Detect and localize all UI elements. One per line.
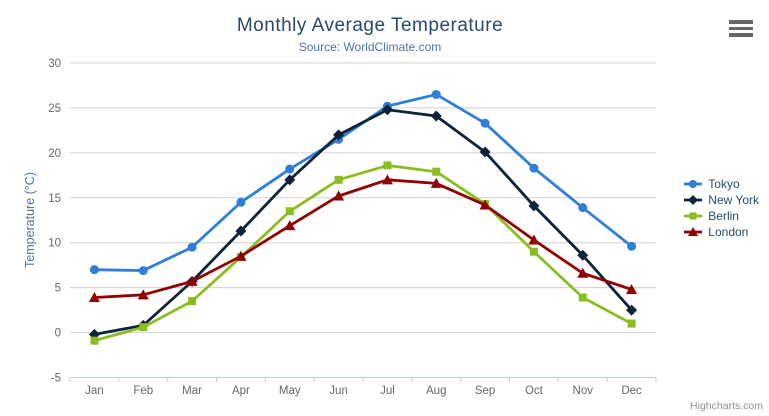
legend-item-tokyo[interactable]: Tokyo	[684, 176, 759, 191]
series-london[interactable]	[88, 174, 638, 303]
series-line[interactable]	[93, 164, 633, 343]
x-axis-label: Mar	[182, 385, 202, 397]
credits-link[interactable]: Highcharts.com	[690, 400, 763, 412]
marker-square[interactable]	[578, 293, 587, 302]
marker-triangle[interactable]	[577, 267, 589, 278]
legend-label: New York	[708, 192, 759, 207]
marker-square[interactable]	[90, 336, 99, 345]
marker-square[interactable]	[432, 167, 441, 176]
marker-triangle[interactable]	[137, 289, 149, 300]
series-tokyo[interactable]	[89, 89, 637, 276]
legend-label: London	[708, 224, 749, 239]
marker-diamond[interactable]	[528, 200, 540, 212]
marker-diamond[interactable]	[381, 104, 393, 116]
x-axis-label: Sep	[475, 385, 495, 397]
y-axis-label: 30	[48, 58, 61, 70]
legend-marker-icon	[684, 194, 703, 205]
marker-square[interactable]	[285, 207, 294, 216]
y-axis-label: -5	[51, 373, 61, 385]
marker-circle[interactable]	[689, 179, 698, 188]
y-axis-label: 0	[55, 328, 61, 340]
x-axis-label: Dec	[621, 385, 642, 397]
marker-triangle[interactable]	[235, 250, 247, 261]
marker-square[interactable]	[188, 297, 197, 306]
marker-circle[interactable]	[480, 118, 490, 128]
x-axis-label: Feb	[133, 385, 153, 397]
chart-subtitle: Source: WorldClimate.com	[298, 40, 442, 54]
marker-triangle[interactable]	[626, 283, 638, 294]
x-axis-label: Jul	[380, 385, 395, 397]
marker-circle[interactable]	[431, 89, 441, 99]
y-axis-label: 20	[48, 148, 61, 160]
marker-diamond[interactable]	[577, 249, 589, 261]
legend-label: Tokyo	[708, 176, 740, 191]
legend-item-new-york[interactable]: New York	[684, 192, 759, 207]
legend-item-london[interactable]: London	[684, 224, 759, 239]
marker-circle[interactable]	[89, 265, 99, 275]
marker-circle[interactable]	[285, 164, 295, 174]
marker-triangle[interactable]	[88, 292, 100, 303]
marker-triangle[interactable]	[430, 177, 442, 188]
marker-diamond[interactable]	[284, 174, 296, 186]
y-axis-label: 15	[48, 193, 61, 205]
x-axis-label: Nov	[573, 385, 594, 397]
x-axis-label: Apr	[232, 385, 250, 397]
marker-triangle[interactable]	[186, 275, 198, 286]
x-axis-label: Oct	[525, 385, 544, 397]
marker-diamond[interactable]	[235, 225, 247, 237]
marker-circle[interactable]	[138, 266, 148, 276]
marker-circle[interactable]	[187, 242, 197, 252]
y-axis-label: 5	[55, 283, 61, 295]
marker-diamond[interactable]	[430, 110, 442, 122]
y-axis-label: 25	[48, 103, 61, 115]
marker-triangle[interactable]	[479, 199, 491, 210]
marker-triangle[interactable]	[381, 174, 393, 185]
marker-triangle[interactable]	[333, 190, 345, 201]
series-line[interactable]	[93, 108, 633, 336]
marker-diamond[interactable]	[688, 194, 699, 205]
marker-diamond[interactable]	[333, 129, 345, 141]
marker-square[interactable]	[529, 247, 538, 256]
x-axis-label: Aug	[426, 385, 446, 397]
marker-triangle[interactable]	[284, 220, 296, 231]
y-axis-label: 10	[48, 238, 61, 250]
marker-triangle[interactable]	[528, 234, 540, 245]
x-axis-label: May	[279, 385, 301, 397]
hamburger-icon[interactable]	[729, 20, 753, 37]
marker-triangle[interactable]	[688, 226, 699, 236]
series-new-york[interactable]	[88, 104, 638, 340]
y-axis-title: Temperature (°C)	[23, 172, 37, 268]
marker-circle[interactable]	[578, 203, 588, 213]
legend-marker-icon	[684, 226, 703, 236]
series-line[interactable]	[93, 178, 633, 299]
marker-diamond[interactable]	[626, 304, 638, 316]
marker-diamond[interactable]	[479, 146, 491, 158]
marker-circle[interactable]	[627, 241, 637, 251]
marker-square[interactable]	[383, 161, 392, 170]
chart-title: Monthly Average Temperature	[236, 15, 504, 36]
legend-marker-icon	[684, 212, 703, 219]
marker-square[interactable]	[627, 319, 636, 328]
x-axis-label: Jan	[85, 385, 104, 397]
marker-square[interactable]	[689, 212, 697, 219]
marker-square[interactable]	[334, 175, 343, 184]
legend: Tokyo New York Berlin London	[684, 176, 759, 239]
marker-square[interactable]	[139, 323, 148, 332]
legend-item-berlin[interactable]: Berlin	[684, 208, 759, 223]
series-berlin[interactable]	[90, 161, 636, 345]
x-axis-label: Jun	[329, 385, 348, 397]
marker-circle[interactable]	[529, 163, 539, 173]
marker-circle[interactable]	[236, 197, 246, 207]
legend-marker-icon	[684, 179, 703, 188]
legend-label: Berlin	[708, 208, 739, 223]
